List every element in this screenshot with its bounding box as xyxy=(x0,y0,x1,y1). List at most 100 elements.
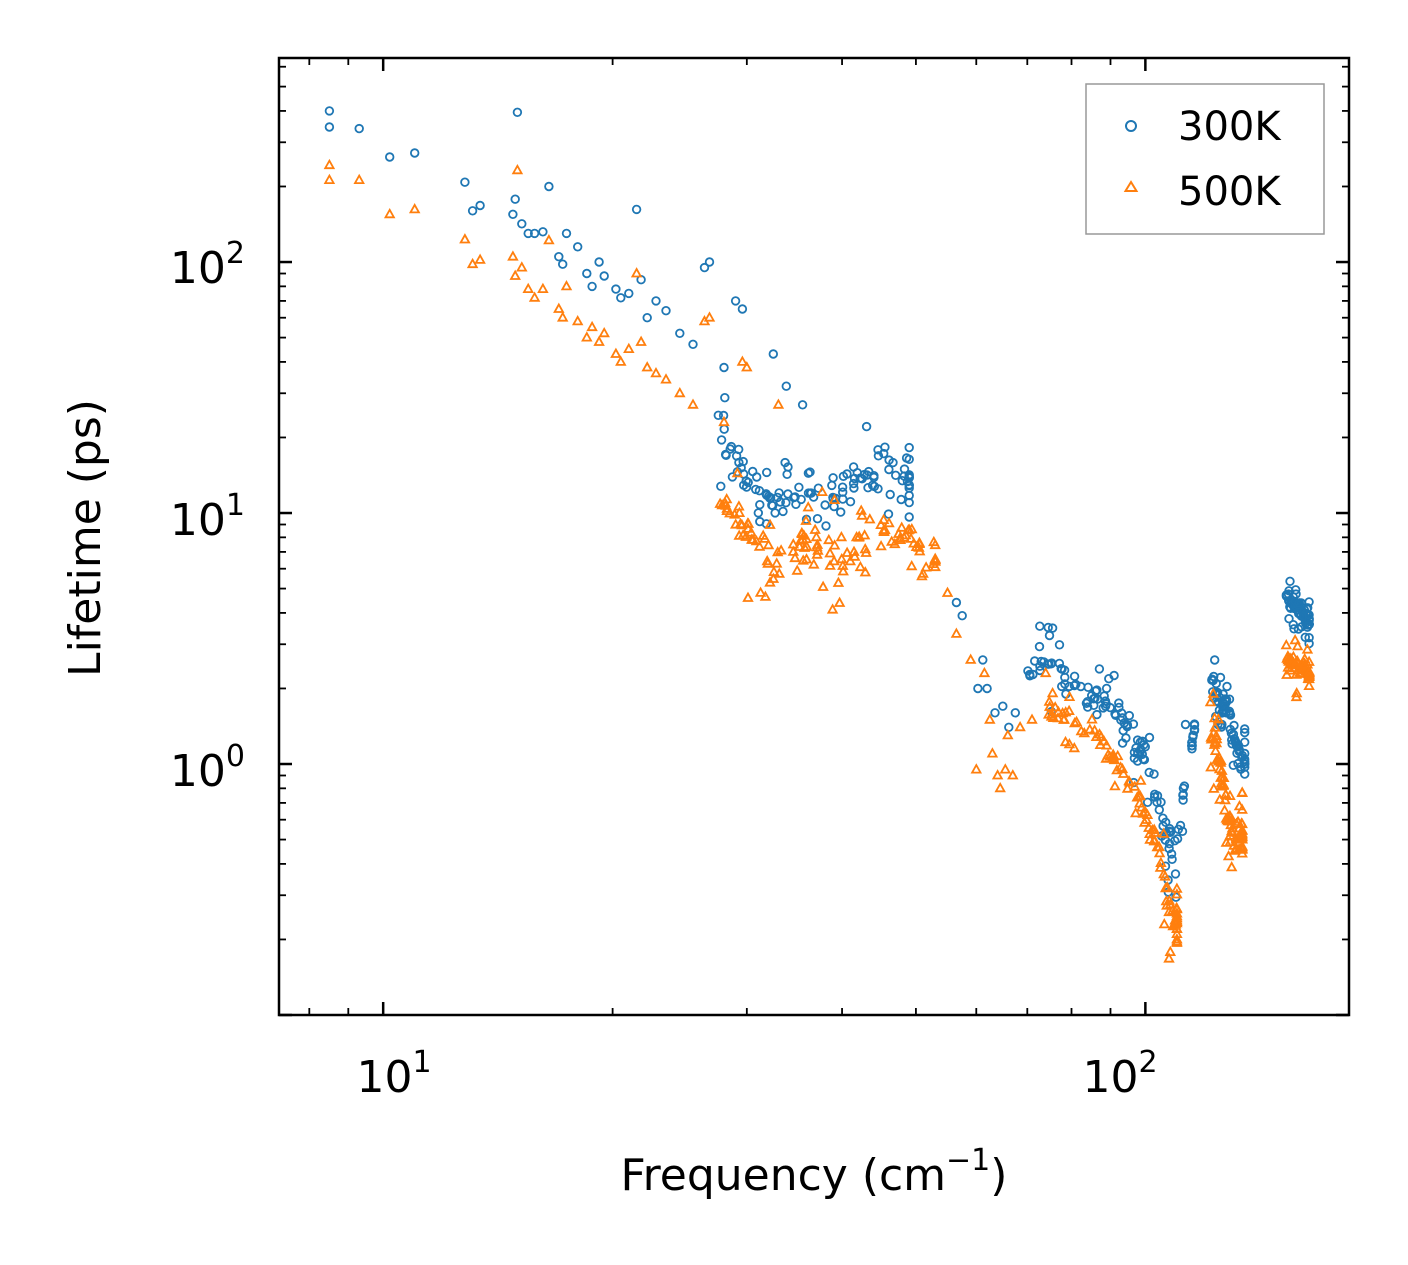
data-point-300k xyxy=(1209,655,1220,665)
data-point-300k xyxy=(1170,869,1181,879)
data-point-300k xyxy=(904,471,914,481)
data-point-500k xyxy=(581,331,593,342)
data-point-500k xyxy=(772,398,785,409)
data-point-300k xyxy=(805,467,815,477)
data-point-500k xyxy=(908,537,920,548)
data-point-300k xyxy=(820,500,830,510)
data-point-500k xyxy=(854,560,867,572)
data-point-500k xyxy=(1209,744,1222,755)
data-point-300k xyxy=(1239,724,1250,734)
data-point-500k xyxy=(1171,888,1183,899)
data-point-500k xyxy=(408,203,421,214)
data-point-300k xyxy=(1092,685,1102,695)
data-point-500k xyxy=(1236,833,1248,844)
data-point-300k xyxy=(751,484,761,495)
data-point-300k xyxy=(848,478,859,489)
data-point-500k xyxy=(1059,735,1072,747)
data-point-300k xyxy=(529,228,540,239)
data-point-500k xyxy=(1171,911,1183,923)
data-point-500k xyxy=(864,513,876,524)
data-point-300k xyxy=(1029,656,1040,666)
data-point-500k xyxy=(598,326,610,338)
data-point-500k xyxy=(999,763,1012,774)
data-point-300k xyxy=(884,455,894,465)
data-point-300k xyxy=(1060,679,1070,689)
data-point-300k xyxy=(1054,640,1065,650)
data-point-300k xyxy=(861,421,872,432)
data-point-300k xyxy=(726,441,736,452)
data-point-300k xyxy=(1225,724,1235,735)
data-point-300k xyxy=(631,204,642,215)
data-point-500k xyxy=(1171,933,1183,944)
data-point-500k xyxy=(986,747,999,758)
data-point-500k xyxy=(789,551,801,563)
data-point-500k xyxy=(1075,724,1088,736)
data-point-500k xyxy=(687,398,699,409)
data-point-500k xyxy=(1046,686,1059,698)
data-point-500k xyxy=(1049,701,1061,712)
data-point-300k xyxy=(720,449,731,460)
data-point-300k xyxy=(1101,683,1112,694)
data-point-500k xyxy=(810,530,823,542)
data-point-500k xyxy=(1210,729,1223,740)
data-point-300k xyxy=(1284,614,1294,624)
scatter-series-layer xyxy=(323,106,1315,963)
data-point-300k xyxy=(794,482,804,492)
data-point-300k xyxy=(957,611,967,621)
data-point-500k xyxy=(787,545,800,556)
data-point-500k xyxy=(718,415,730,427)
data-point-300k xyxy=(1304,619,1314,629)
data-point-500k xyxy=(1088,724,1101,735)
data-point-500k xyxy=(791,564,803,575)
data-point-300k xyxy=(587,281,597,292)
data-point-500k xyxy=(1143,821,1155,832)
data-point-300k xyxy=(1124,710,1134,721)
data-point-500k xyxy=(1070,715,1083,726)
data-point-500k xyxy=(459,233,471,244)
data-point-500k xyxy=(1007,769,1019,780)
data-point-500k xyxy=(1236,786,1248,797)
data-point-300k xyxy=(1228,760,1238,770)
data-point-500k xyxy=(1002,729,1014,740)
data-point-300k xyxy=(1004,722,1014,732)
data-point-500k xyxy=(733,506,746,517)
data-point-500k xyxy=(615,355,627,366)
data-point-500k xyxy=(905,532,917,543)
data-point-500k xyxy=(1163,905,1175,917)
data-point-300k xyxy=(904,480,914,490)
data-point-500k xyxy=(731,467,744,478)
data-point-500k xyxy=(1290,690,1303,702)
data-point-500k xyxy=(1215,780,1228,791)
data-point-300k xyxy=(517,219,527,229)
data-point-300k xyxy=(1094,664,1105,674)
data-point-500k xyxy=(754,586,767,597)
data-point-300k xyxy=(1137,749,1147,759)
data-point-500k xyxy=(913,537,926,548)
data-point-500k xyxy=(800,553,813,564)
data-point-500k xyxy=(1236,840,1248,851)
data-point-300k xyxy=(1010,708,1020,718)
data-point-300k xyxy=(730,296,741,306)
data-point-500k xyxy=(1289,634,1301,645)
data-point-300k xyxy=(1119,718,1129,728)
data-point-500k xyxy=(1154,861,1167,872)
data-point-500k xyxy=(797,533,809,544)
data-point-300k xyxy=(1167,854,1177,864)
data-point-300k xyxy=(1304,610,1314,620)
data-point-300k xyxy=(770,508,780,518)
data-point-300k xyxy=(1290,585,1301,595)
data-point-300k xyxy=(998,701,1008,711)
data-point-300k xyxy=(982,683,992,694)
data-point-500k xyxy=(875,518,887,529)
data-point-500k xyxy=(1063,738,1076,749)
data-point-500k xyxy=(809,523,821,534)
data-point-300k xyxy=(1239,759,1250,769)
data-point-500k xyxy=(1303,679,1315,690)
data-point-500k xyxy=(1129,807,1142,818)
data-point-500k xyxy=(556,311,569,322)
data-point-500k xyxy=(323,158,336,170)
data-point-300k xyxy=(719,362,729,373)
data-point-500k xyxy=(1111,749,1124,761)
data-point-500k xyxy=(1043,695,1056,706)
data-point-500k xyxy=(879,523,891,535)
